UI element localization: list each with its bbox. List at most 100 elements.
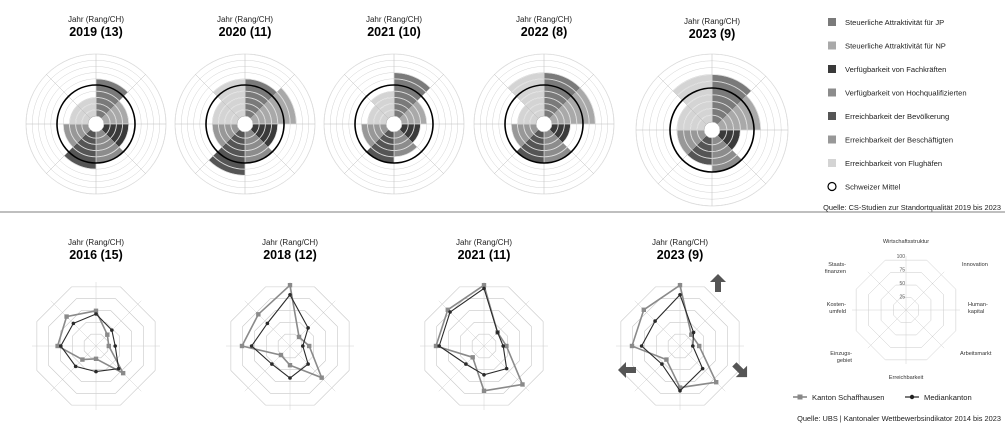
top-chart-label: Jahr (Rang/CH) bbox=[68, 15, 124, 24]
legend-item: Erreichbarkeit von Flughäfen bbox=[828, 159, 942, 168]
key-spoke bbox=[905, 271, 945, 311]
radar-grid bbox=[36, 286, 156, 406]
radar-point bbox=[639, 344, 644, 348]
radar-point bbox=[239, 343, 245, 349]
top-chart-label: Jahr (Rang/CH) bbox=[516, 15, 572, 24]
center-hole bbox=[703, 121, 721, 139]
legend-item: Schweizer Mittel bbox=[827, 181, 901, 192]
radar-point bbox=[110, 328, 114, 332]
radar-grid bbox=[424, 286, 544, 406]
radar-spoke bbox=[634, 300, 681, 347]
radar-point bbox=[94, 312, 98, 316]
legend-item: Kanton Schaffhausen bbox=[793, 393, 884, 402]
legend-label: Erreichbarkeit von Flughäfen bbox=[845, 159, 942, 168]
legend-marker-icon bbox=[797, 394, 803, 400]
radar-point bbox=[306, 362, 310, 366]
key-spoke bbox=[905, 309, 945, 349]
bottom-chart-year: 2021 (11) bbox=[458, 248, 511, 262]
radar-point bbox=[629, 343, 635, 349]
polar-chart-2021 bbox=[323, 53, 465, 195]
radar-point bbox=[288, 293, 292, 297]
legend-swatch bbox=[828, 41, 836, 50]
radar-grid bbox=[656, 322, 704, 370]
radar-spoke bbox=[289, 345, 336, 392]
radar-point bbox=[482, 286, 486, 291]
key-spoke bbox=[867, 309, 907, 349]
legend-swatch bbox=[828, 65, 836, 73]
radar-spoke bbox=[438, 300, 485, 347]
legend-item: Erreichbarkeit der Beschäftigten bbox=[828, 135, 953, 145]
radar-point bbox=[71, 321, 76, 326]
radar-point bbox=[256, 312, 261, 317]
legend-label: Schweizer Mittel bbox=[845, 183, 901, 192]
radar-series-line bbox=[640, 293, 704, 392]
polar-chart-2023 bbox=[635, 53, 789, 207]
bottom-chart-label: Jahr (Rang/CH) bbox=[456, 238, 512, 247]
key-axis-label: Arbeitsmarkt bbox=[960, 351, 992, 357]
radar-grid bbox=[471, 333, 497, 359]
radar-point bbox=[501, 344, 506, 348]
radar-point bbox=[678, 389, 682, 393]
legend-item: Mediankanton bbox=[905, 393, 972, 402]
radar-point bbox=[660, 362, 664, 366]
radar-chart-2023 bbox=[616, 274, 748, 410]
radar-point bbox=[433, 343, 439, 349]
source-bottom: Quelle: UBS | Kantonaler Wettbewerbsindi… bbox=[797, 414, 1001, 423]
radar-grid bbox=[667, 333, 693, 359]
radar-point bbox=[714, 380, 719, 385]
bottom-chart-year: 2018 (12) bbox=[263, 248, 317, 262]
legend-label: Mediankanton bbox=[924, 393, 972, 402]
key-tick-label: 50 bbox=[899, 281, 905, 287]
top-chart-label: Jahr (Rang/CH) bbox=[366, 15, 422, 24]
swiss-average-ring bbox=[669, 87, 755, 173]
radar-point bbox=[93, 308, 99, 313]
radar-point bbox=[504, 366, 509, 371]
radar-spoke bbox=[244, 345, 291, 392]
legend-item: Erreichbarkeit der Bevölkerung bbox=[828, 112, 949, 121]
legend-circle-icon bbox=[827, 181, 837, 192]
radar-point bbox=[691, 330, 696, 335]
radar-point bbox=[287, 283, 293, 288]
legend-label: Erreichbarkeit der Bevölkerung bbox=[845, 112, 949, 121]
radar-point bbox=[677, 283, 683, 288]
legend-label: Verfügbarkeit von Fachkräften bbox=[845, 65, 946, 74]
key-tick-label: 75 bbox=[899, 268, 905, 274]
legend-swatch bbox=[828, 112, 836, 120]
radar-grid bbox=[230, 286, 350, 406]
radar-point bbox=[106, 343, 111, 349]
arrow-shape bbox=[618, 362, 636, 378]
swiss-average-ring bbox=[56, 84, 136, 164]
radar-spoke bbox=[483, 300, 530, 347]
radar-point bbox=[265, 321, 270, 326]
trend-arrow-icon bbox=[710, 274, 726, 292]
radar-grid bbox=[266, 322, 314, 370]
radar-point bbox=[504, 343, 509, 349]
bottom-chart-label: Jahr (Rang/CH) bbox=[652, 238, 708, 247]
radar-point bbox=[437, 344, 442, 348]
radar-point bbox=[697, 343, 702, 349]
radar-chart-2018 bbox=[226, 282, 354, 410]
key-grid bbox=[855, 259, 957, 361]
radar-point bbox=[641, 307, 646, 312]
legend-item: Steuerliche Attraktivität für NP bbox=[828, 41, 946, 51]
radar-series-line bbox=[434, 283, 524, 392]
top-chart-year: 2019 (13) bbox=[69, 25, 123, 39]
key-axis-label: Staats-finanzen bbox=[825, 262, 846, 275]
legend-swatch bbox=[828, 159, 836, 167]
source-top: Quelle: CS-Studien zur Standortqualität … bbox=[823, 203, 1001, 212]
radar-point bbox=[464, 362, 468, 366]
swiss-average-ring bbox=[504, 84, 584, 164]
radar-point bbox=[287, 363, 293, 368]
key-axis-label: Kosten-umfeld bbox=[827, 302, 846, 315]
radar-grid bbox=[460, 322, 508, 370]
radar-point bbox=[249, 344, 254, 348]
radar-point bbox=[55, 343, 60, 349]
radar-grid bbox=[60, 310, 132, 382]
radar-point bbox=[470, 355, 475, 360]
radar-point bbox=[678, 293, 682, 297]
key-tick-label: 25 bbox=[899, 295, 905, 301]
radar-point bbox=[677, 385, 683, 390]
radar-grid bbox=[448, 310, 520, 382]
arrow-shape bbox=[732, 362, 748, 378]
